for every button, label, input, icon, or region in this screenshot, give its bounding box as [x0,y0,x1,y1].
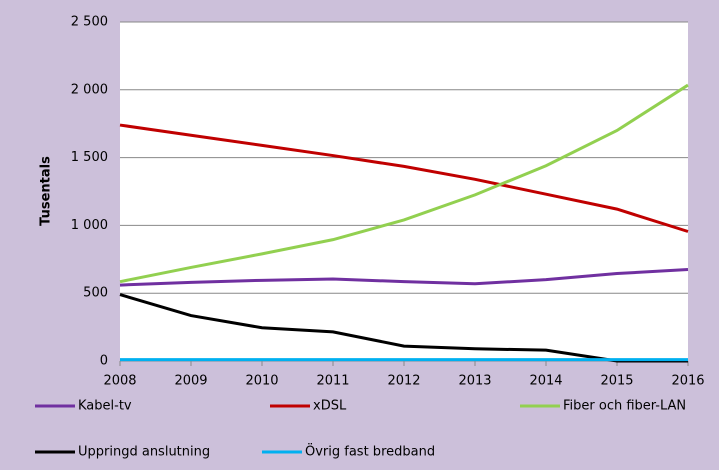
y-tick-label: 0 [100,354,108,369]
y-tick-label: 2 500 [71,15,108,30]
series-line [119,83,689,284]
plot-area [120,22,688,361]
legend-label: Uppringd anslutning [78,445,210,460]
x-tick-label: 2011 [316,374,349,389]
y-axis-label: Tusentals [39,156,54,226]
series-line [119,123,689,233]
x-tick-label: 2015 [600,374,633,389]
series-line [119,267,689,287]
x-tick-label: 2013 [458,374,491,389]
legend-label: Kabel-tv [78,399,132,414]
series-line [119,293,688,363]
x-tick-label: 2012 [387,374,420,389]
y-tick-label: 500 [83,286,108,301]
x-tick-label: 2008 [103,374,136,389]
x-tick-label: 2009 [174,374,207,389]
legend-label: Övrig fast bredband [305,443,435,460]
y-tick-label: 1 000 [71,218,108,233]
legend-label: xDSL [313,399,347,414]
x-tick-label: 2016 [671,374,704,389]
x-tick-label: 2014 [529,374,562,389]
legend-label: Fiber och fiber-LAN [563,399,686,414]
y-tick-label: 2 000 [71,82,108,97]
y-tick-label: 1 500 [71,150,108,165]
x-tick-label: 2010 [245,374,278,389]
